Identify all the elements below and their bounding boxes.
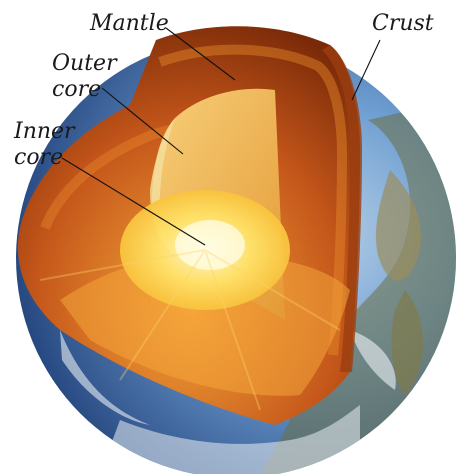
cutaway-interior: [17, 26, 362, 425]
crust-rim: [322, 45, 362, 372]
leader-outer-core: [101, 87, 184, 155]
leader-inner-core: [61, 157, 206, 246]
continents: [60, 100, 456, 474]
label-outer-core-line1: Outer: [52, 51, 118, 76]
label-inner-core-line2: core: [14, 145, 63, 170]
label-crust: Crust: [372, 11, 434, 36]
label-mantle: Mantle: [89, 11, 169, 36]
leader-mantle: [165, 27, 236, 81]
leader-crust: [351, 39, 381, 101]
label-outer-core-line2: core: [52, 77, 101, 102]
label-inner-core-line1: Inner: [13, 119, 76, 144]
